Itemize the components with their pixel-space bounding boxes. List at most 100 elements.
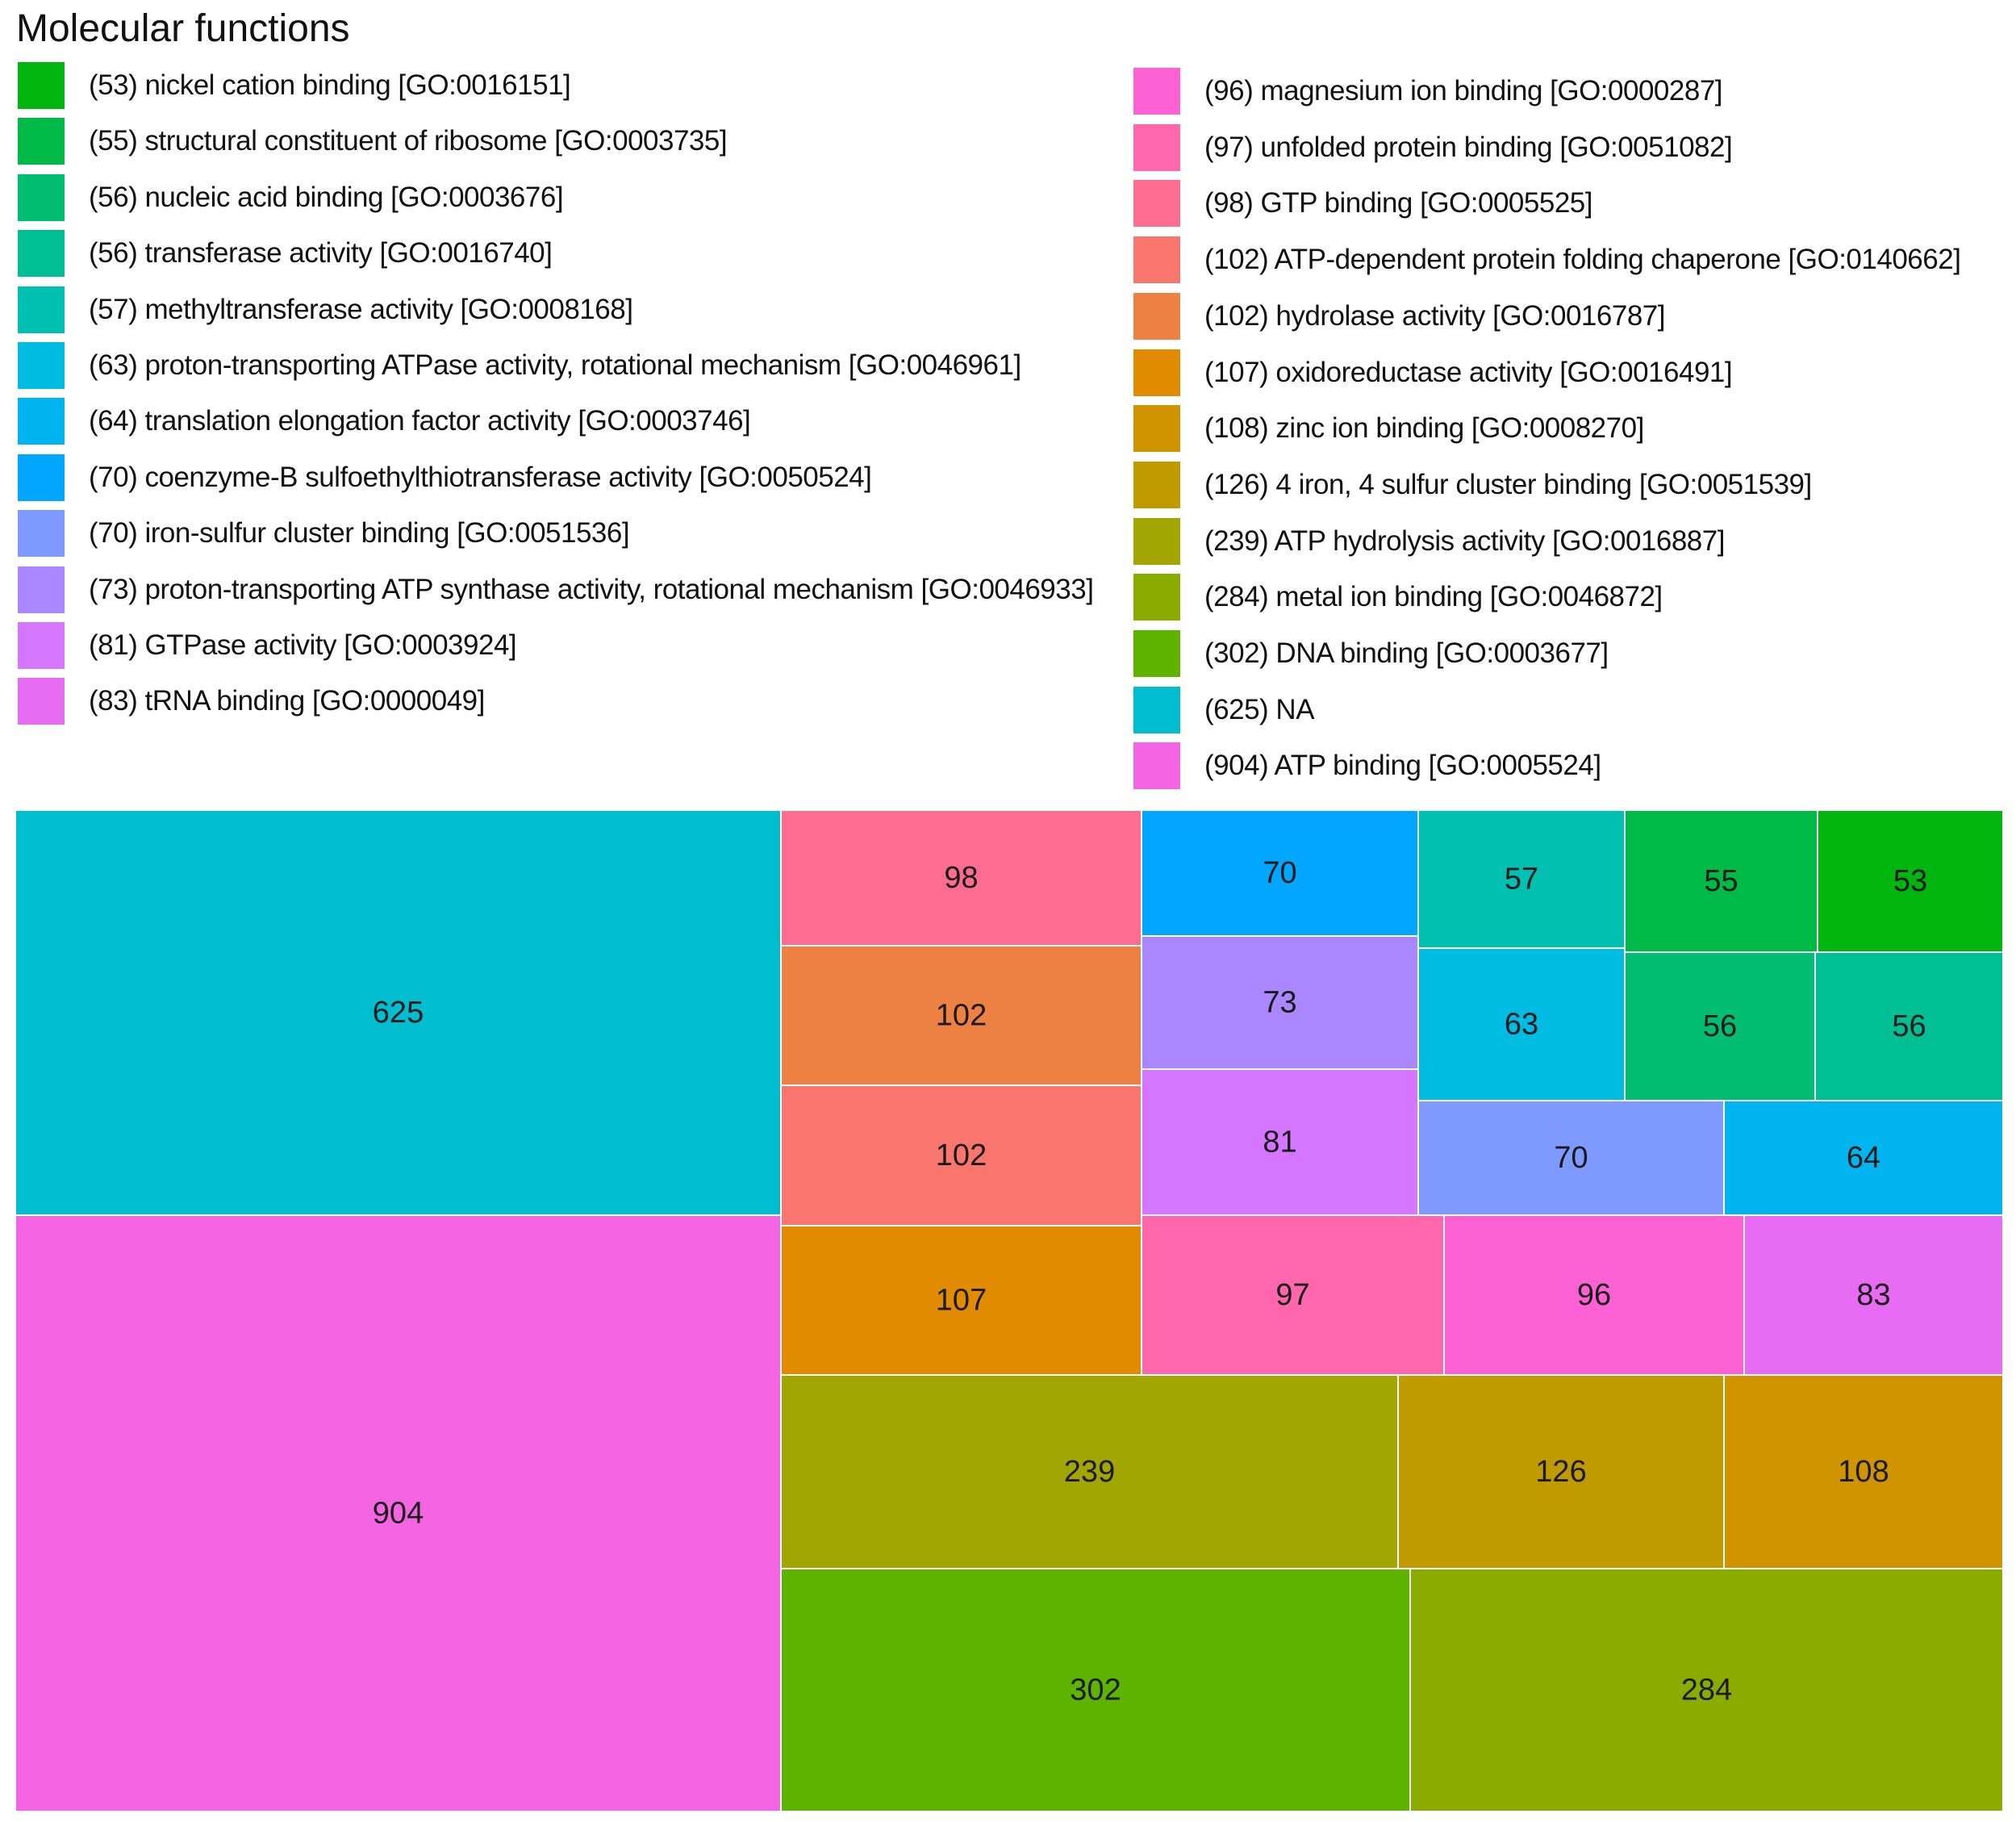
legend-item: (55) structural constituent of ribosome … <box>18 117 728 165</box>
legend-label: (57) methyltransferase activity [GO:0008… <box>89 293 633 325</box>
legend-label: (904) ATP binding [GO:0005524] <box>1204 750 1601 782</box>
legend-item: (239) ATP hydrolysis activity [GO:001688… <box>1133 517 1725 566</box>
chart-title: Molecular functions <box>16 7 350 50</box>
legend-label: (56) transferase activity [GO:0016740] <box>89 237 553 270</box>
legend-swatch <box>18 173 65 221</box>
legend-label: (239) ATP hydrolysis activity [GO:001688… <box>1204 524 1725 557</box>
treemap-cell-label: 83 <box>1856 1278 1890 1312</box>
legend-label: (625) NA <box>1204 693 1315 725</box>
treemap-cell <box>1417 809 1626 949</box>
legend-item: (102) ATP-dependent protein folding chap… <box>1133 236 1961 284</box>
legend-item: (904) ATP binding [GO:0005524] <box>1133 742 1601 790</box>
treemap-cell-label: 107 <box>936 1284 987 1318</box>
legend-swatch <box>18 398 65 445</box>
treemap-cell <box>1417 1100 1725 1216</box>
legend-swatch <box>1133 236 1180 284</box>
legend-item: (97) unfolded protein binding [GO:005108… <box>1133 123 1733 172</box>
treemap-cell-label: 284 <box>1681 1674 1732 1707</box>
legend-item: (73) proton-transporting ATP synthase ac… <box>18 566 1094 614</box>
legend-swatch <box>1133 123 1180 171</box>
legend-item: (53) nickel cation binding [GO:0016151] <box>18 61 571 110</box>
treemap-cell-label: 81 <box>1263 1126 1296 1160</box>
treemap-cell-label: 98 <box>944 861 978 895</box>
treemap-cell <box>1141 1214 1445 1376</box>
legend-item: (64) translation elongation factor activ… <box>18 397 751 445</box>
treemap-cell-label: 70 <box>1263 856 1296 890</box>
treemap-cell <box>780 1084 1142 1227</box>
legend-label: (73) proton-transporting ATP synthase ac… <box>89 573 1094 605</box>
legend-item: (107) oxidoreductase activity [GO:001649… <box>1133 349 1733 397</box>
legend-swatch <box>18 118 65 165</box>
legend-item: (81) GTPase activity [GO:0003924] <box>18 621 517 670</box>
legend-swatch <box>1133 292 1180 340</box>
treemap-cell <box>780 1225 1142 1376</box>
legend-swatch <box>18 342 65 389</box>
legend-swatch <box>18 510 65 558</box>
treemap-cell <box>780 809 1142 947</box>
treemap-cell <box>1723 1374 2004 1569</box>
legend-swatch <box>1133 517 1180 565</box>
legend-item: (102) hydrolase activity [GO:0016787] <box>1133 292 1665 341</box>
legend-item: (284) metal ion binding [GO:0046872] <box>1133 573 1663 621</box>
legend-label: (302) DNA binding [GO:0003677] <box>1204 637 1609 669</box>
treemap-cell <box>1417 947 1626 1101</box>
legend-item: (96) magnesium ion binding [GO:0000287] <box>1133 67 1723 115</box>
legend-swatch <box>1133 686 1180 733</box>
legend-label: (63) proton-transporting ATPase activity… <box>89 349 1021 381</box>
legend-label: (81) GTPase activity [GO:0003924] <box>89 629 517 661</box>
legend-swatch <box>1133 574 1180 621</box>
legend-item: (625) NA <box>1133 686 1315 734</box>
legend-label: (83) tRNA binding [GO:0000049] <box>89 685 485 717</box>
treemap-cell <box>15 809 782 1216</box>
treemap-cell <box>780 1568 1411 1812</box>
treemap-cell <box>1443 1214 1745 1376</box>
legend-label: (102) hydrolase activity [GO:0016787] <box>1204 299 1665 332</box>
legend-label: (53) nickel cation binding [GO:0016151] <box>89 69 571 101</box>
legend-swatch <box>18 286 65 333</box>
treemap-cell-label: 302 <box>1070 1674 1121 1707</box>
legend-swatch <box>1133 68 1180 115</box>
treemap-cell-label: 625 <box>373 996 424 1030</box>
treemap-cell-label: 96 <box>1577 1278 1611 1312</box>
legend-item: (98) GTP binding [GO:0005525] <box>1133 179 1593 228</box>
legend-label: (64) translation elongation factor activ… <box>89 405 751 437</box>
legend-swatch <box>1133 349 1180 396</box>
treemap-cell <box>1141 1068 1419 1216</box>
treemap-cell-label: 97 <box>1275 1278 1309 1312</box>
legend-item: (56) transferase activity [GO:0016740] <box>18 229 553 278</box>
legend-item: (70) iron-sulfur cluster binding [GO:005… <box>18 509 630 558</box>
treemap-cell <box>1814 951 2004 1101</box>
legend-swatch <box>1133 461 1180 508</box>
treemap-cell <box>780 1374 1399 1569</box>
legend-swatch <box>1133 180 1180 228</box>
treemap-cell <box>1743 1214 2004 1376</box>
treemap-cell-label: 64 <box>1847 1141 1880 1175</box>
treemap-cell <box>780 945 1142 1086</box>
treemap-cell <box>1624 809 1818 953</box>
legend-label: (107) oxidoreductase activity [GO:001649… <box>1204 356 1733 388</box>
legend-label: (102) ATP-dependent protein folding chap… <box>1204 244 1961 276</box>
treemap-cell-label: 57 <box>1505 863 1538 896</box>
treemap-cell-label: 53 <box>1893 864 1927 898</box>
treemap-cell-label: 239 <box>1064 1455 1115 1489</box>
treemap-cell-label: 63 <box>1505 1008 1538 1042</box>
legend-item: (70) coenzyme-B sulfoethylthiotransferas… <box>18 453 872 502</box>
legend-item: (302) DNA binding [GO:0003677] <box>1133 629 1609 678</box>
treemap-cell-label: 56 <box>1892 1009 1926 1043</box>
treemap-cell-label: 102 <box>936 999 987 1033</box>
legend-item: (56) nucleic acid binding [GO:0003676] <box>18 173 564 222</box>
legend-label: (56) nucleic acid binding [GO:0003676] <box>89 181 564 213</box>
legend-label: (96) magnesium ion binding [GO:0000287] <box>1204 75 1723 107</box>
legend-label: (70) iron-sulfur cluster binding [GO:005… <box>89 517 630 550</box>
treemap-cell-label: 73 <box>1263 986 1296 1020</box>
legend-item: (126) 4 iron, 4 sulfur cluster binding [… <box>1133 461 1812 509</box>
treemap-cell-label: 126 <box>1535 1455 1586 1489</box>
treemap-cell-label: 70 <box>1554 1141 1588 1175</box>
legend-item: (57) methyltransferase activity [GO:0008… <box>18 286 633 334</box>
treemap-cell <box>1409 1568 2004 1812</box>
legend-swatch <box>18 622 65 669</box>
treemap-cell-label: 102 <box>936 1139 987 1172</box>
legend-swatch <box>18 453 65 501</box>
legend-label: (55) structural constituent of ribosome … <box>89 125 728 157</box>
